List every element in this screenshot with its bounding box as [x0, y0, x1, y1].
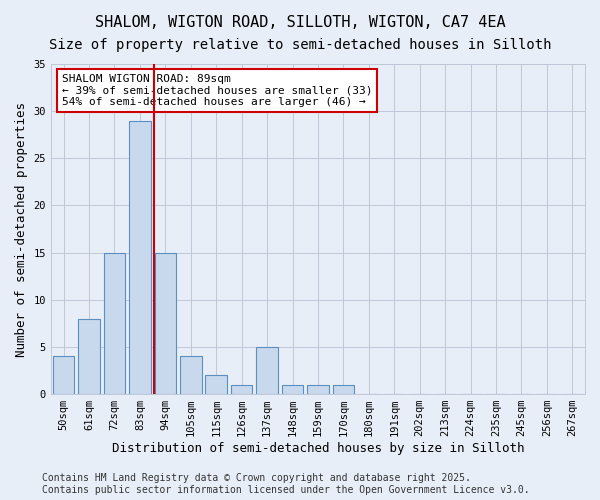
Text: Contains HM Land Registry data © Crown copyright and database right 2025.
Contai: Contains HM Land Registry data © Crown c…: [42, 474, 530, 495]
Bar: [53, 356, 74, 394]
Bar: [256, 347, 278, 394]
Bar: [332, 384, 354, 394]
Text: SHALOM, WIGTON ROAD, SILLOTH, WIGTON, CA7 4EA: SHALOM, WIGTON ROAD, SILLOTH, WIGTON, CA…: [95, 15, 505, 30]
Bar: [180, 356, 202, 394]
Bar: [129, 120, 151, 394]
X-axis label: Distribution of semi-detached houses by size in Silloth: Distribution of semi-detached houses by …: [112, 442, 524, 455]
Bar: [78, 318, 100, 394]
Text: SHALOM WIGTON ROAD: 89sqm
← 39% of semi-detached houses are smaller (33)
54% of : SHALOM WIGTON ROAD: 89sqm ← 39% of semi-…: [62, 74, 372, 107]
Bar: [282, 384, 304, 394]
Bar: [307, 384, 329, 394]
Bar: [104, 252, 125, 394]
Y-axis label: Number of semi-detached properties: Number of semi-detached properties: [15, 102, 28, 356]
Bar: [155, 252, 176, 394]
Text: Size of property relative to semi-detached houses in Silloth: Size of property relative to semi-detach…: [49, 38, 551, 52]
Bar: [231, 384, 253, 394]
Bar: [205, 375, 227, 394]
